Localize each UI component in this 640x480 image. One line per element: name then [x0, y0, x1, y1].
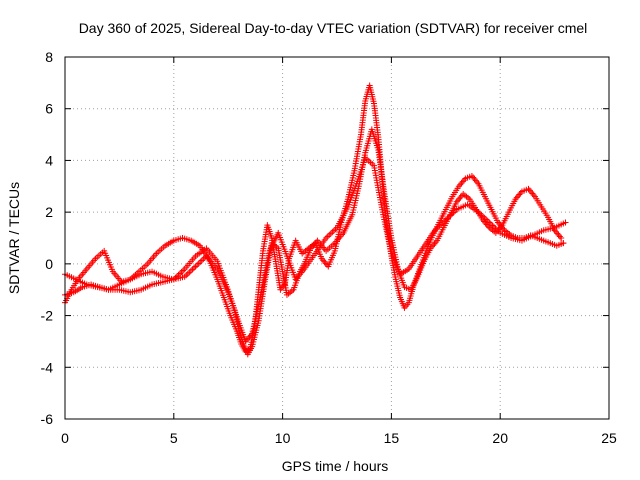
data-point	[555, 231, 562, 238]
data-point	[198, 257, 205, 264]
data-point	[195, 260, 202, 267]
series-track-3	[62, 154, 569, 345]
data-point	[324, 233, 331, 240]
y-tick-label: 0	[45, 256, 53, 272]
data-point	[326, 232, 333, 239]
data-point	[197, 259, 204, 266]
data-point	[186, 269, 193, 276]
x-tick-label: 5	[170, 430, 178, 446]
data-point	[456, 195, 463, 202]
y-tick-label: 8	[45, 49, 53, 65]
data-point	[184, 270, 191, 277]
data-point	[459, 178, 466, 185]
y-tick-label: -2	[41, 308, 54, 324]
x-tick-labels: 0 5 10 15 20 25	[61, 430, 617, 446]
data-point	[472, 177, 479, 184]
data-point	[458, 180, 465, 187]
series-track-1	[62, 82, 567, 355]
x-tick-label: 15	[384, 430, 400, 446]
x-tick-label: 20	[492, 430, 508, 446]
data-point	[478, 212, 485, 219]
data-point	[526, 187, 533, 194]
chart-title: Day 360 of 2025, Sidereal Day-to-day VTE…	[79, 20, 588, 36]
grid	[65, 57, 609, 419]
data-point	[322, 260, 329, 267]
data-point	[529, 190, 536, 197]
data-point	[470, 174, 477, 181]
data-marks	[62, 82, 569, 358]
data-point	[560, 240, 567, 247]
data-point	[558, 235, 565, 241]
data-point	[194, 261, 201, 268]
y-tick-label: -6	[41, 411, 54, 427]
data-point	[178, 268, 185, 275]
data-point	[329, 229, 336, 236]
data-point	[515, 193, 522, 200]
axis-ticks	[64, 56, 610, 420]
y-tick-label: 6	[45, 101, 53, 117]
y-tick-labels: -6 -4 -2 0 2 4 6 8	[41, 49, 54, 427]
data-point	[430, 242, 437, 249]
x-tick-label: 25	[601, 430, 617, 446]
y-axis-label: SDTVAR / TECUs	[6, 182, 22, 294]
y-tick-label: 2	[45, 204, 53, 220]
data-point	[180, 267, 187, 274]
plot-frame	[64, 56, 610, 420]
y-tick-label: -4	[41, 359, 54, 375]
data-point	[330, 227, 337, 234]
x-axis-label: GPS time / hours	[282, 458, 389, 474]
data-point	[562, 219, 569, 226]
y-tick-label: 4	[45, 152, 53, 168]
data-point	[556, 233, 563, 240]
data-point	[189, 266, 196, 273]
data-point	[530, 192, 537, 199]
x-tick-label: 10	[275, 430, 291, 446]
x-tick-label: 0	[61, 430, 69, 446]
data-point	[554, 230, 561, 237]
series-track-2	[62, 126, 565, 358]
data-point	[327, 230, 334, 237]
data-point	[516, 191, 523, 198]
data-point	[187, 267, 194, 274]
data-point	[457, 181, 464, 188]
data-point	[191, 264, 198, 271]
